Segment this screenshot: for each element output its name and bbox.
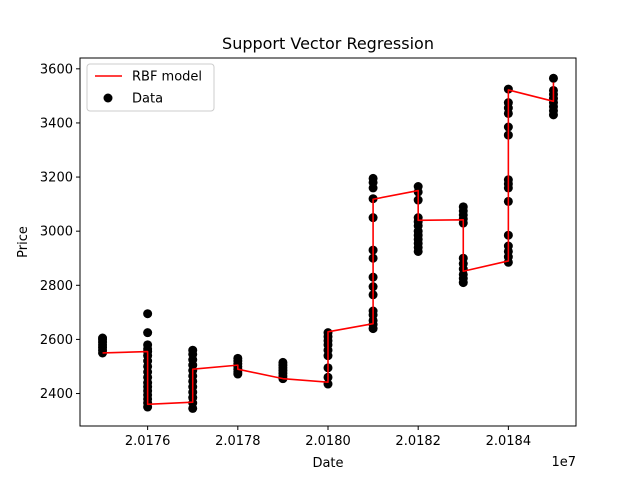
x-tick-label: 2.0178 (215, 434, 261, 449)
y-axis-label: Price (16, 226, 31, 258)
data-point (503, 84, 513, 94)
data-point (458, 278, 468, 288)
y-axis: 2400 2600 2800 3000 3200 3400 3600 (40, 62, 80, 402)
data-point (503, 257, 513, 267)
data-point (413, 246, 423, 256)
data-point (368, 183, 378, 193)
chart-marks (98, 73, 558, 413)
rbf-model-line (102, 82, 555, 406)
x-axis-offset-label: 1e7 (551, 455, 576, 470)
data-point (548, 73, 558, 83)
data-point (98, 333, 108, 343)
data-point (548, 110, 558, 120)
legend-label: RBF model (132, 70, 202, 85)
y-tick-label: 3000 (40, 225, 73, 240)
x-axis: 2.0176 2.0178 2.0180 2.0182 2.0184 (125, 426, 531, 449)
x-tick-label: 2.0184 (486, 434, 532, 449)
y-tick-label: 2800 (40, 279, 73, 294)
y-tick-label: 2600 (40, 333, 73, 348)
legend-marker-swatch (103, 93, 113, 103)
y-tick-label: 2400 (40, 387, 73, 402)
x-tick-label: 2.0176 (125, 434, 171, 449)
data-point (143, 309, 153, 319)
data-point (368, 324, 378, 334)
data-point (188, 403, 198, 413)
x-tick-label: 2.0182 (395, 434, 441, 449)
legend: RBF model Data (86, 63, 215, 112)
legend-label: Data (132, 92, 163, 107)
data-point (233, 369, 243, 379)
y-tick-label: 3200 (40, 171, 73, 186)
x-axis-label: Date (312, 456, 343, 471)
data-point (143, 328, 153, 338)
chart-title: Support Vector Regression (222, 34, 434, 53)
axes-frame (79, 57, 577, 427)
y-tick-label: 3600 (40, 62, 73, 77)
x-tick-label: 2.0180 (305, 434, 351, 449)
y-tick-label: 3400 (40, 116, 73, 131)
